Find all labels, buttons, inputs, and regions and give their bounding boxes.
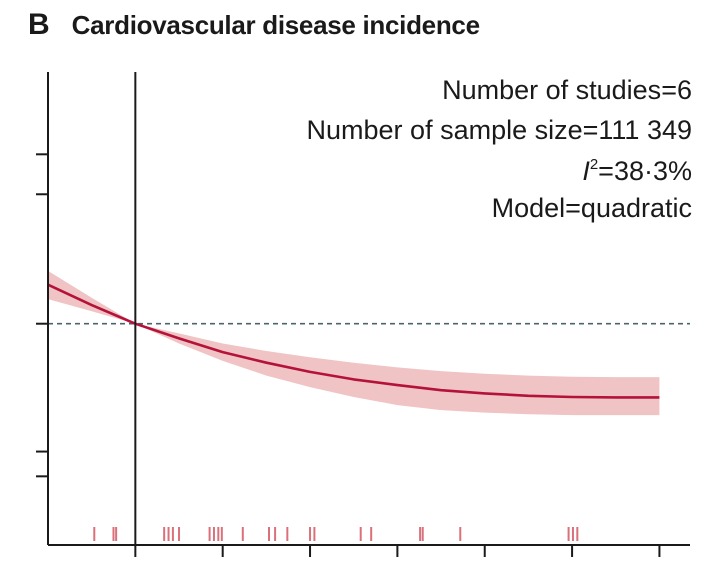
annotation-heterogeneity: I2=38·3% <box>582 156 692 186</box>
dose-response-curve <box>47 283 660 399</box>
panel-letter: B <box>28 8 50 41</box>
curve-layer <box>47 283 660 399</box>
annotation-sample-size: Number of sample size=111 349 <box>307 115 692 145</box>
confidence-band <box>48 270 660 416</box>
chart-title: Cardiovascular disease incidence <box>71 10 480 40</box>
rug-layer <box>93 527 579 541</box>
annotation-model: Model=quadratic <box>492 193 692 223</box>
confidence-band-layer <box>48 270 660 416</box>
annotation-studies: Number of studies=6 <box>442 75 692 105</box>
axis-layer <box>36 72 690 557</box>
annotation-layer: Number of studies=6 Number of sample siz… <box>307 75 692 223</box>
panel-header: B Cardiovascular disease incidence <box>28 8 480 48</box>
